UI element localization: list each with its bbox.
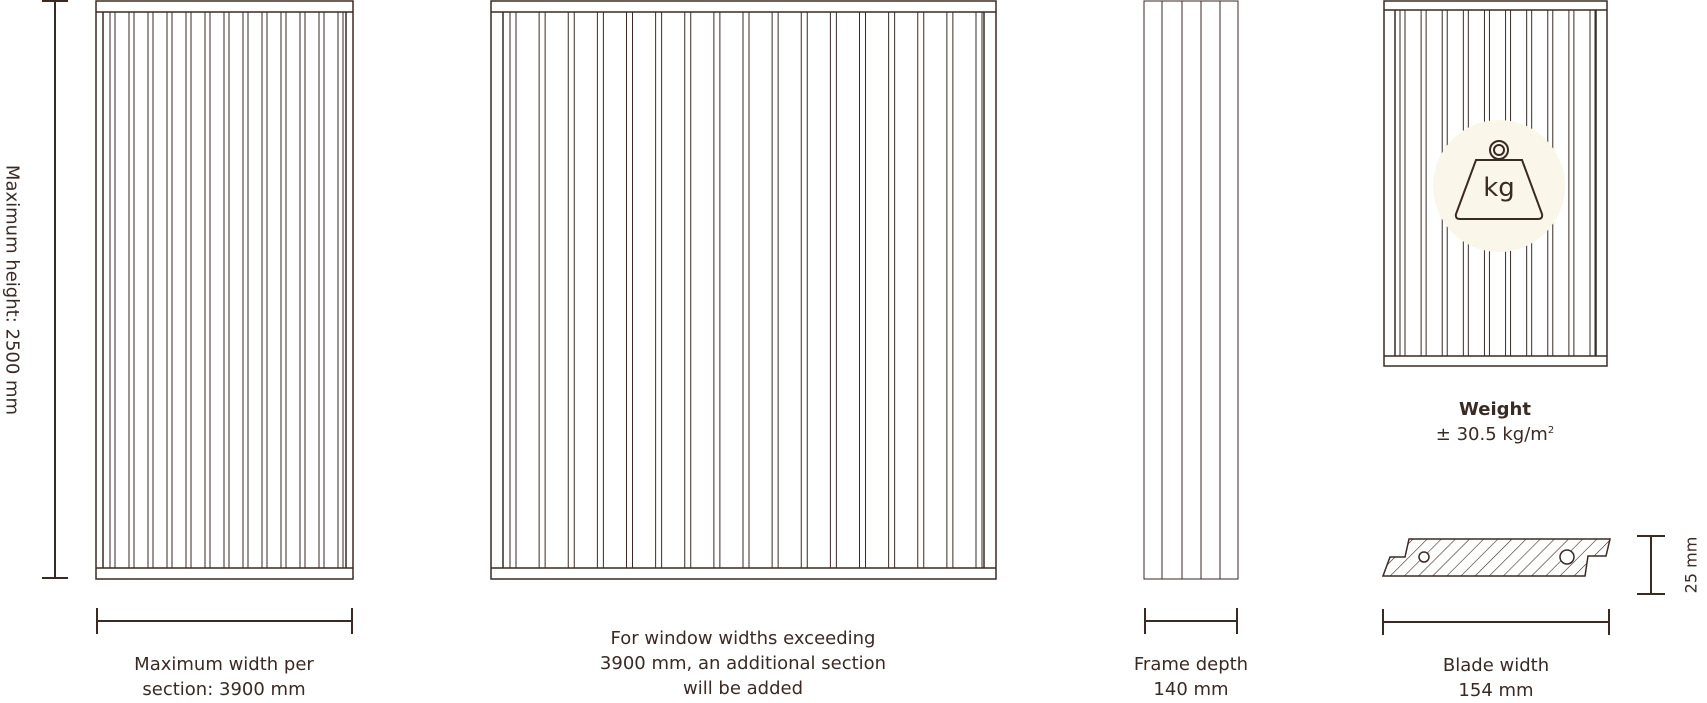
single-section-panel	[95, 0, 354, 580]
weight-icon-text: kg	[1483, 173, 1515, 203]
section-width-dimension	[96, 608, 353, 634]
weight-value-line: ± 30.5 kg/m2	[1415, 422, 1575, 447]
wide-window-note-line1: For window widths exceeding	[610, 628, 876, 649]
frame-depth-line1: Frame depth	[1133, 654, 1249, 675]
section-width-line1: Maximum width per	[134, 654, 314, 675]
weight-value: ± 30.5 kg/m	[1435, 424, 1548, 445]
blade-width-line2: 154 mm	[1458, 680, 1534, 701]
height-dimension-line	[42, 0, 68, 579]
weight-icon	[1433, 120, 1565, 252]
frame-depth-label: Frame depth 140 mm	[1111, 652, 1271, 702]
blade-width-line1: Blade width	[1442, 655, 1550, 676]
max-height-text: Maximum height: 2500 mm	[1, 164, 23, 416]
frame-depth-panel	[1143, 0, 1239, 580]
section-width-label: Maximum width per section: 3900 mm	[104, 652, 344, 702]
blade-height-label: 25 mm	[1682, 537, 1701, 594]
max-height-label: Maximum height: 2500 mm	[2, 165, 23, 415]
blade-height-text: 25 mm	[1681, 536, 1701, 594]
frame-depth-line2: 140 mm	[1153, 679, 1229, 700]
wide-window-panel	[490, 0, 997, 580]
weight-label: Weight ± 30.5 kg/m2	[1415, 397, 1575, 447]
wide-window-note-line3: will be added	[682, 678, 804, 699]
weight-unit-superscript: 2	[1547, 425, 1555, 436]
frame-depth-dimension	[1144, 608, 1238, 634]
blade-cross-section	[1381, 538, 1611, 577]
wide-window-note-line2: 3900 mm, an additional section	[599, 653, 887, 674]
section-width-line2: section: 3900 mm	[142, 679, 306, 700]
wide-window-note: For window widths exceeding 3900 mm, an …	[593, 626, 893, 701]
blade-width-dimension	[1382, 609, 1610, 635]
blade-height-dimension	[1637, 535, 1665, 595]
blade-width-label: Blade width 154 mm	[1416, 653, 1576, 703]
weight-title: Weight	[1459, 399, 1531, 420]
